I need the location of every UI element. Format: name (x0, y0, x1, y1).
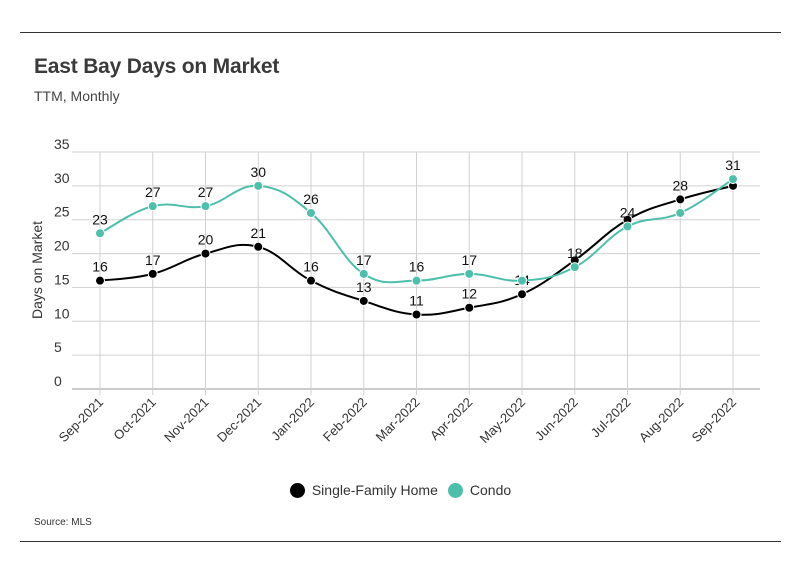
point-condo (411, 275, 422, 286)
chart-subtitle: TTM, Monthly (34, 88, 120, 104)
data-label-condo: 16 (409, 259, 425, 275)
point-condo (569, 262, 580, 273)
y-tick-label: 35 (54, 136, 70, 152)
point-condo (253, 180, 264, 191)
data-label-condo: 18 (567, 245, 583, 261)
point-condo (200, 201, 211, 212)
data-label-condo: 17 (461, 252, 477, 268)
legend-item-single-family[interactable]: Single-Family Home (289, 482, 438, 498)
data-label-single-family: 12 (461, 286, 477, 302)
point-single-family (95, 275, 105, 286)
x-tick-label: Jun-2022 (532, 395, 581, 444)
data-label-single-family: 20 (198, 232, 214, 248)
x-tick-label: Apr-2022 (427, 395, 475, 443)
y-tick-label: 10 (54, 305, 70, 321)
x-tick-label: Jul-2022 (588, 395, 634, 441)
point-condo (306, 207, 316, 218)
x-tick-label: Oct-2021 (110, 395, 158, 443)
legend-item-condo[interactable]: Condo (447, 482, 512, 498)
y-tick-label: 15 (54, 271, 70, 287)
y-tick-label: 20 (54, 238, 70, 254)
data-label-single-family: 16 (303, 259, 319, 275)
top-rule (20, 32, 781, 33)
point-single-family (200, 248, 211, 259)
point-condo (517, 275, 527, 286)
x-tick-label: May-2022 (477, 395, 528, 446)
data-label-single-family: 17 (145, 252, 161, 268)
source-note: Source: MLS (34, 517, 92, 528)
point-condo (95, 228, 105, 239)
x-tick-label: Aug-2022 (636, 395, 686, 445)
y-axis-label: Days on Market (29, 221, 45, 319)
x-tick-label: Jan-2022 (268, 395, 317, 444)
chart-title: East Bay Days on Market (34, 55, 280, 78)
legend-swatch-single-family (289, 482, 305, 498)
y-tick-label: 30 (54, 170, 70, 186)
point-condo (622, 221, 633, 232)
x-tick-label: Sep-2021 (56, 395, 106, 445)
legend-swatch-condo (447, 482, 463, 498)
data-label-single-family: 28 (672, 177, 688, 193)
data-label-single-family: 13 (356, 279, 372, 295)
y-tick-label: 25 (54, 204, 70, 220)
data-label-single-family: 16 (92, 259, 108, 275)
point-single-family (464, 302, 475, 313)
data-label-single-family: 11 (409, 293, 424, 309)
x-tick-label: Dec-2021 (214, 395, 264, 445)
data-label-condo: 26 (303, 191, 319, 207)
point-single-family (253, 241, 264, 252)
data-label-condo: 23 (92, 211, 108, 227)
data-label-condo: 27 (198, 184, 214, 200)
point-single-family (517, 289, 527, 300)
data-label-condo: 17 (356, 252, 372, 268)
legend: Single-Family Home Condo (0, 482, 801, 498)
point-condo (728, 174, 738, 185)
point-single-family (147, 268, 158, 279)
data-label-condo: 24 (620, 204, 636, 220)
data-label-condo: 31 (725, 157, 741, 173)
point-condo (464, 268, 475, 279)
x-tick-label: Nov-2021 (161, 395, 211, 445)
point-condo (358, 268, 369, 279)
legend-label-condo: Condo (469, 482, 512, 498)
legend-label-single-family: Single-Family Home (311, 482, 438, 498)
point-single-family (675, 194, 686, 205)
x-tick-label: Sep-2022 (689, 395, 739, 445)
y-tick-label: 0 (54, 373, 62, 389)
point-condo (147, 201, 158, 212)
x-tick-label: Mar-2022 (373, 395, 423, 445)
data-label-single-family: 21 (250, 225, 266, 241)
y-tick-label: 5 (54, 339, 62, 355)
bottom-rule (20, 541, 781, 542)
point-condo (675, 207, 686, 218)
point-single-family (358, 295, 369, 306)
x-tick-label: Feb-2022 (320, 395, 370, 445)
point-single-family (306, 275, 316, 286)
data-label-condo: 30 (250, 164, 266, 180)
data-label-condo: 27 (145, 184, 161, 200)
point-single-family (411, 309, 422, 320)
